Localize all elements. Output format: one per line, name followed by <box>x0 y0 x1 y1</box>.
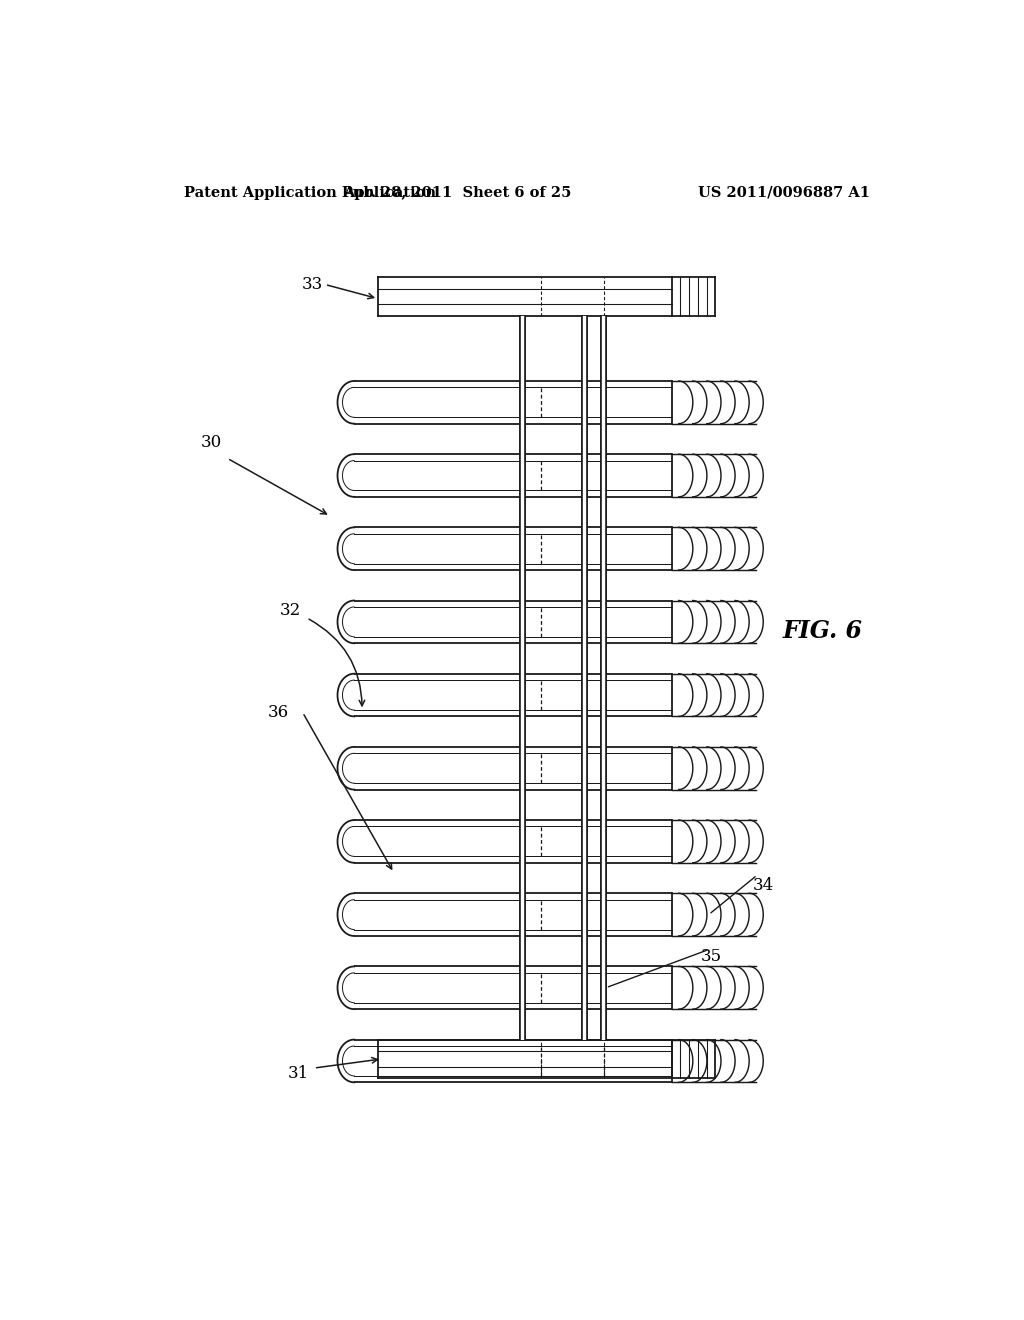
Text: 34: 34 <box>753 876 773 894</box>
Bar <box>520 315 525 1040</box>
Text: Patent Application Publication: Patent Application Publication <box>183 186 435 199</box>
Bar <box>601 315 606 1040</box>
Text: 32: 32 <box>280 602 301 619</box>
Text: 36: 36 <box>268 704 290 721</box>
Text: 35: 35 <box>700 948 722 965</box>
Text: 31: 31 <box>288 1065 309 1081</box>
Text: FIG. 6: FIG. 6 <box>782 619 862 643</box>
Text: 33: 33 <box>301 276 323 293</box>
Bar <box>582 315 587 1040</box>
Text: US 2011/0096887 A1: US 2011/0096887 A1 <box>698 186 870 199</box>
Text: 30: 30 <box>201 434 222 451</box>
Text: Apr. 28, 2011  Sheet 6 of 25: Apr. 28, 2011 Sheet 6 of 25 <box>343 186 571 199</box>
